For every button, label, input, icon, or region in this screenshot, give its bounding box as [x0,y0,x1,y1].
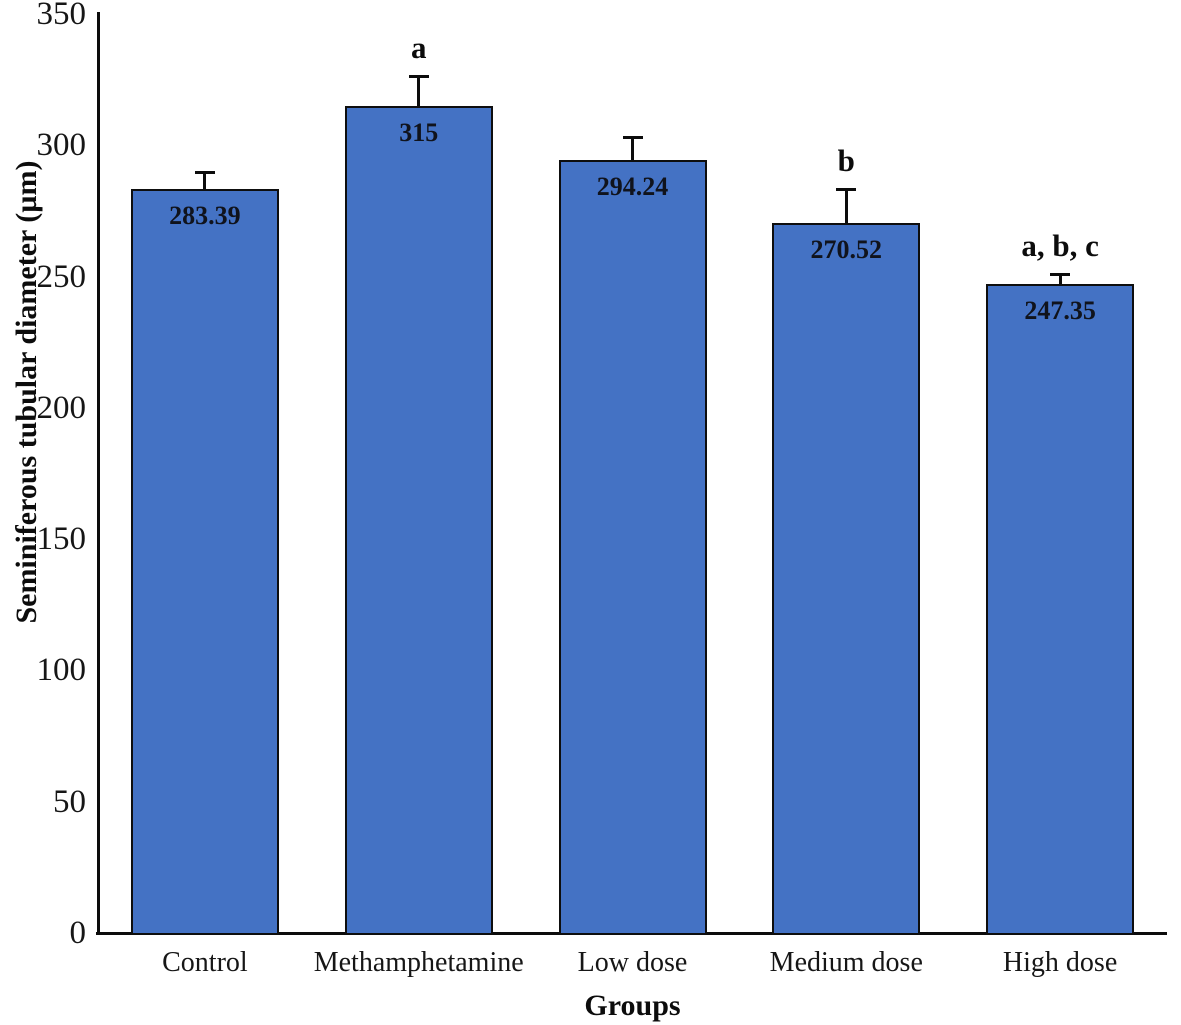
bar-value-label: 283.39 [169,200,241,230]
x-axis-category-label: Control [162,947,248,978]
bar-control [130,188,279,935]
bar-methamphetamine [344,105,493,935]
bar-value-label: 247.35 [1024,295,1096,325]
x-axis-category-label: Medium dose [769,947,923,978]
bar-value-label: 270.52 [810,234,883,264]
significance-label: a [410,29,427,65]
error-bar-line [1058,273,1062,284]
significance-label: b [837,142,855,178]
y-axis-tick-label: 350 [36,0,87,32]
bar-value-label: 315 [399,117,439,147]
error-bar-cap [408,74,429,78]
y-axis-tick-label: 100 [36,652,87,689]
error-bar-cap [622,135,643,139]
bar-high-dose [986,283,1135,935]
error-bar-line [844,188,848,223]
y-axis-tick-label: 200 [36,389,87,426]
error-bar-cap [1050,272,1071,276]
error-bar-line [203,171,207,189]
y-axis-tick-label: 50 [53,783,86,820]
error-bar-cap [836,187,857,191]
y-axis-line [97,12,100,935]
y-axis-tick-label: 150 [36,521,87,558]
bar-medium-dose [772,222,921,935]
y-axis-tick-label: 0 [69,915,87,951]
error-bar-line [417,75,421,106]
significance-label: a, b, c [1021,227,1099,263]
y-axis-tick-label: 300 [36,127,87,164]
x-axis-title: Groups [584,989,681,1022]
error-bar-line [631,136,634,161]
x-axis-category-label: Methamphetamine [313,947,524,978]
error-bar-cap [194,170,215,174]
x-axis-category-label: Low dose [577,947,688,978]
x-axis-category-label: High dose [1002,947,1118,978]
bar-value-label: 294.24 [596,172,669,202]
y-axis-tick-label: 250 [36,258,87,295]
bar-low-dose [558,160,707,935]
